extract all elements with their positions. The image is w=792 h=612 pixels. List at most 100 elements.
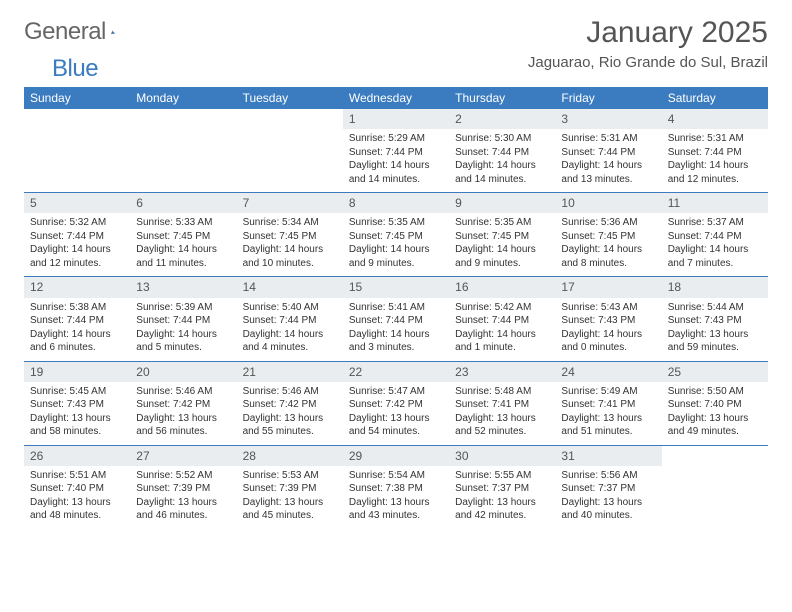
day-cell: 19Sunrise: 5:45 AMSunset: 7:43 PMDayligh… (24, 362, 130, 445)
day-number: 16 (449, 277, 555, 297)
daylight-line1: Daylight: 14 hours (668, 159, 762, 173)
daylight-line2: and 1 minute. (455, 341, 549, 355)
daylight-line1: Daylight: 13 hours (668, 412, 762, 426)
sunrise-text: Sunrise: 5:50 AM (668, 385, 762, 399)
sunset-text: Sunset: 7:45 PM (243, 230, 337, 244)
daylight-line2: and 55 minutes. (243, 425, 337, 439)
day-cell: 13Sunrise: 5:39 AMSunset: 7:44 PMDayligh… (130, 277, 236, 360)
sunset-text: Sunset: 7:44 PM (455, 314, 549, 328)
daylight-line2: and 56 minutes. (136, 425, 230, 439)
sunrise-text: Sunrise: 5:56 AM (561, 469, 655, 483)
day-number: 12 (24, 277, 130, 297)
sunset-text: Sunset: 7:42 PM (243, 398, 337, 412)
sunrise-text: Sunrise: 5:35 AM (455, 216, 549, 230)
sunset-text: Sunset: 7:40 PM (30, 482, 124, 496)
daylight-line2: and 51 minutes. (561, 425, 655, 439)
day-cell: 4Sunrise: 5:31 AMSunset: 7:44 PMDaylight… (662, 109, 768, 192)
day-number: 8 (343, 193, 449, 213)
daylight-line2: and 6 minutes. (30, 341, 124, 355)
calendar: SundayMondayTuesdayWednesdayThursdayFrid… (24, 87, 768, 529)
sunset-text: Sunset: 7:37 PM (455, 482, 549, 496)
sunrise-text: Sunrise: 5:46 AM (136, 385, 230, 399)
sunset-text: Sunset: 7:44 PM (668, 230, 762, 244)
day-body: Sunrise: 5:37 AMSunset: 7:44 PMDaylight:… (662, 213, 768, 276)
day-cell: 14Sunrise: 5:40 AMSunset: 7:44 PMDayligh… (237, 277, 343, 360)
day-number: 23 (449, 362, 555, 382)
sunrise-text: Sunrise: 5:30 AM (455, 132, 549, 146)
daylight-line2: and 42 minutes. (455, 509, 549, 523)
day-cell: 10Sunrise: 5:36 AMSunset: 7:45 PMDayligh… (555, 193, 661, 276)
daylight-line1: Daylight: 13 hours (136, 412, 230, 426)
sunset-text: Sunset: 7:44 PM (561, 146, 655, 160)
day-cell: 5Sunrise: 5:32 AMSunset: 7:44 PMDaylight… (24, 193, 130, 276)
sunrise-text: Sunrise: 5:47 AM (349, 385, 443, 399)
weekday-cell: Thursday (449, 87, 555, 109)
daylight-line2: and 49 minutes. (668, 425, 762, 439)
weekday-cell: Tuesday (237, 87, 343, 109)
day-body: Sunrise: 5:31 AMSunset: 7:44 PMDaylight:… (555, 129, 661, 192)
daylight-line1: Daylight: 13 hours (668, 328, 762, 342)
weekday-cell: Saturday (662, 87, 768, 109)
day-number: 13 (130, 277, 236, 297)
day-body: Sunrise: 5:46 AMSunset: 7:42 PMDaylight:… (130, 382, 236, 445)
day-cell: 18Sunrise: 5:44 AMSunset: 7:43 PMDayligh… (662, 277, 768, 360)
daylight-line1: Daylight: 14 hours (455, 159, 549, 173)
day-number: 18 (662, 277, 768, 297)
day-body: Sunrise: 5:42 AMSunset: 7:44 PMDaylight:… (449, 298, 555, 361)
sunset-text: Sunset: 7:45 PM (561, 230, 655, 244)
day-number: 11 (662, 193, 768, 213)
daylight-line1: Daylight: 13 hours (349, 496, 443, 510)
day-number: 22 (343, 362, 449, 382)
day-cell: 3Sunrise: 5:31 AMSunset: 7:44 PMDaylight… (555, 109, 661, 192)
day-number: 2 (449, 109, 555, 129)
day-cell: 25Sunrise: 5:50 AMSunset: 7:40 PMDayligh… (662, 362, 768, 445)
daylight-line2: and 12 minutes. (30, 257, 124, 271)
daylight-line2: and 52 minutes. (455, 425, 549, 439)
daylight-line1: Daylight: 14 hours (136, 328, 230, 342)
day-body: Sunrise: 5:44 AMSunset: 7:43 PMDaylight:… (662, 298, 768, 361)
sunrise-text: Sunrise: 5:34 AM (243, 216, 337, 230)
day-number: 24 (555, 362, 661, 382)
sunrise-text: Sunrise: 5:31 AM (561, 132, 655, 146)
day-number: 26 (24, 446, 130, 466)
day-body: Sunrise: 5:54 AMSunset: 7:38 PMDaylight:… (343, 466, 449, 529)
daylight-line1: Daylight: 14 hours (349, 159, 443, 173)
sunset-text: Sunset: 7:44 PM (349, 146, 443, 160)
sunrise-text: Sunrise: 5:54 AM (349, 469, 443, 483)
day-body: Sunrise: 5:53 AMSunset: 7:39 PMDaylight:… (237, 466, 343, 529)
week-row: 1Sunrise: 5:29 AMSunset: 7:44 PMDaylight… (24, 109, 768, 193)
week-row: 5Sunrise: 5:32 AMSunset: 7:44 PMDaylight… (24, 193, 768, 277)
daylight-line2: and 43 minutes. (349, 509, 443, 523)
daylight-line1: Daylight: 13 hours (561, 496, 655, 510)
day-body: Sunrise: 5:36 AMSunset: 7:45 PMDaylight:… (555, 213, 661, 276)
sunset-text: Sunset: 7:38 PM (349, 482, 443, 496)
sunrise-text: Sunrise: 5:46 AM (243, 385, 337, 399)
day-body: Sunrise: 5:45 AMSunset: 7:43 PMDaylight:… (24, 382, 130, 445)
daylight-line2: and 14 minutes. (455, 173, 549, 187)
daylight-line2: and 4 minutes. (243, 341, 337, 355)
sunrise-text: Sunrise: 5:31 AM (668, 132, 762, 146)
weekday-cell: Wednesday (343, 87, 449, 109)
sunset-text: Sunset: 7:45 PM (136, 230, 230, 244)
daylight-line1: Daylight: 13 hours (561, 412, 655, 426)
sunrise-text: Sunrise: 5:29 AM (349, 132, 443, 146)
day-body: Sunrise: 5:39 AMSunset: 7:44 PMDaylight:… (130, 298, 236, 361)
daylight-line2: and 58 minutes. (30, 425, 124, 439)
day-cell: 22Sunrise: 5:47 AMSunset: 7:42 PMDayligh… (343, 362, 449, 445)
day-cell: 31Sunrise: 5:56 AMSunset: 7:37 PMDayligh… (555, 446, 661, 529)
day-body: Sunrise: 5:46 AMSunset: 7:42 PMDaylight:… (237, 382, 343, 445)
logo-text-2: Blue (52, 55, 98, 83)
daylight-line1: Daylight: 13 hours (136, 496, 230, 510)
day-body: Sunrise: 5:40 AMSunset: 7:44 PMDaylight:… (237, 298, 343, 361)
week-row: 19Sunrise: 5:45 AMSunset: 7:43 PMDayligh… (24, 362, 768, 446)
day-cell: 6Sunrise: 5:33 AMSunset: 7:45 PMDaylight… (130, 193, 236, 276)
daylight-line1: Daylight: 14 hours (561, 159, 655, 173)
daylight-line1: Daylight: 14 hours (561, 328, 655, 342)
daylight-line2: and 54 minutes. (349, 425, 443, 439)
daylight-line2: and 40 minutes. (561, 509, 655, 523)
day-number: 9 (449, 193, 555, 213)
sunset-text: Sunset: 7:44 PM (30, 314, 124, 328)
day-number: 30 (449, 446, 555, 466)
sunrise-text: Sunrise: 5:44 AM (668, 301, 762, 315)
daylight-line1: Daylight: 13 hours (243, 496, 337, 510)
